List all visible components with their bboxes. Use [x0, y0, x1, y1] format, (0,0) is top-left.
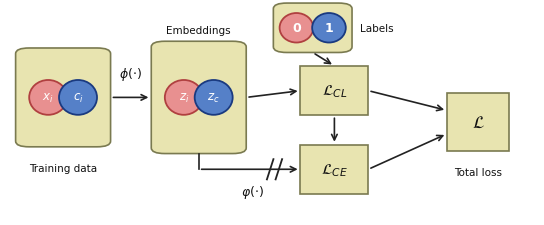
- Ellipse shape: [195, 81, 233, 115]
- Text: $\mathcal{L}_{CL}$: $\mathcal{L}_{CL}$: [322, 83, 347, 100]
- Text: $\varphi(\cdot)$: $\varphi(\cdot)$: [242, 183, 264, 200]
- FancyBboxPatch shape: [16, 49, 110, 147]
- Text: Labels: Labels: [360, 24, 394, 34]
- Ellipse shape: [312, 14, 346, 43]
- Text: 0: 0: [292, 22, 301, 35]
- Text: $c_i$: $c_i$: [73, 91, 83, 104]
- Text: $\mathcal{L}_{CE}$: $\mathcal{L}_{CE}$: [321, 161, 348, 178]
- FancyBboxPatch shape: [447, 94, 509, 152]
- Ellipse shape: [280, 14, 313, 43]
- Text: Total loss: Total loss: [454, 167, 502, 177]
- Text: $z_c$: $z_c$: [207, 91, 220, 104]
- FancyBboxPatch shape: [273, 4, 352, 53]
- Text: Training data: Training data: [29, 163, 97, 173]
- Text: $\phi(\cdot)$: $\phi(\cdot)$: [120, 65, 143, 82]
- Text: $x_i$: $x_i$: [42, 91, 54, 104]
- Text: 1: 1: [325, 22, 333, 35]
- FancyBboxPatch shape: [300, 145, 368, 194]
- Ellipse shape: [29, 81, 67, 115]
- Ellipse shape: [165, 81, 203, 115]
- Ellipse shape: [59, 81, 97, 115]
- FancyBboxPatch shape: [300, 67, 368, 116]
- FancyBboxPatch shape: [151, 42, 246, 154]
- Text: $\mathcal{L}$: $\mathcal{L}$: [472, 114, 485, 132]
- Text: Embeddings: Embeddings: [166, 25, 231, 35]
- Text: $z_i$: $z_i$: [178, 91, 189, 104]
